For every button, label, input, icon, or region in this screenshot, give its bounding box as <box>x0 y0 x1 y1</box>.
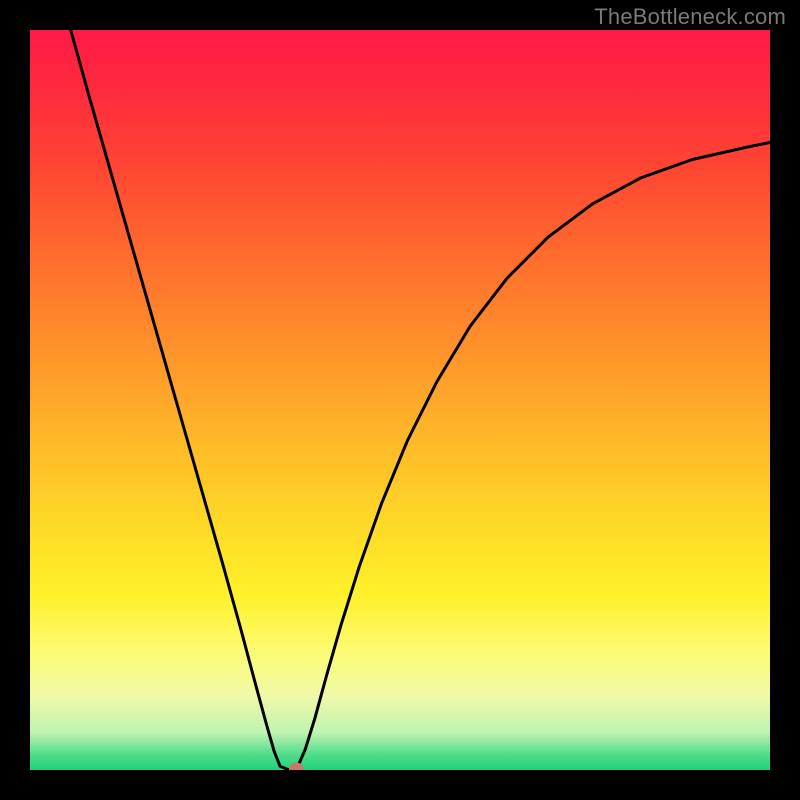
chart-frame: TheBottleneck.com <box>0 0 800 800</box>
watermark-text: TheBottleneck.com <box>594 4 786 30</box>
curve-layer <box>30 30 770 770</box>
bottleneck-curve <box>71 30 770 770</box>
plot-area <box>30 30 770 770</box>
minimum-marker <box>289 763 303 770</box>
